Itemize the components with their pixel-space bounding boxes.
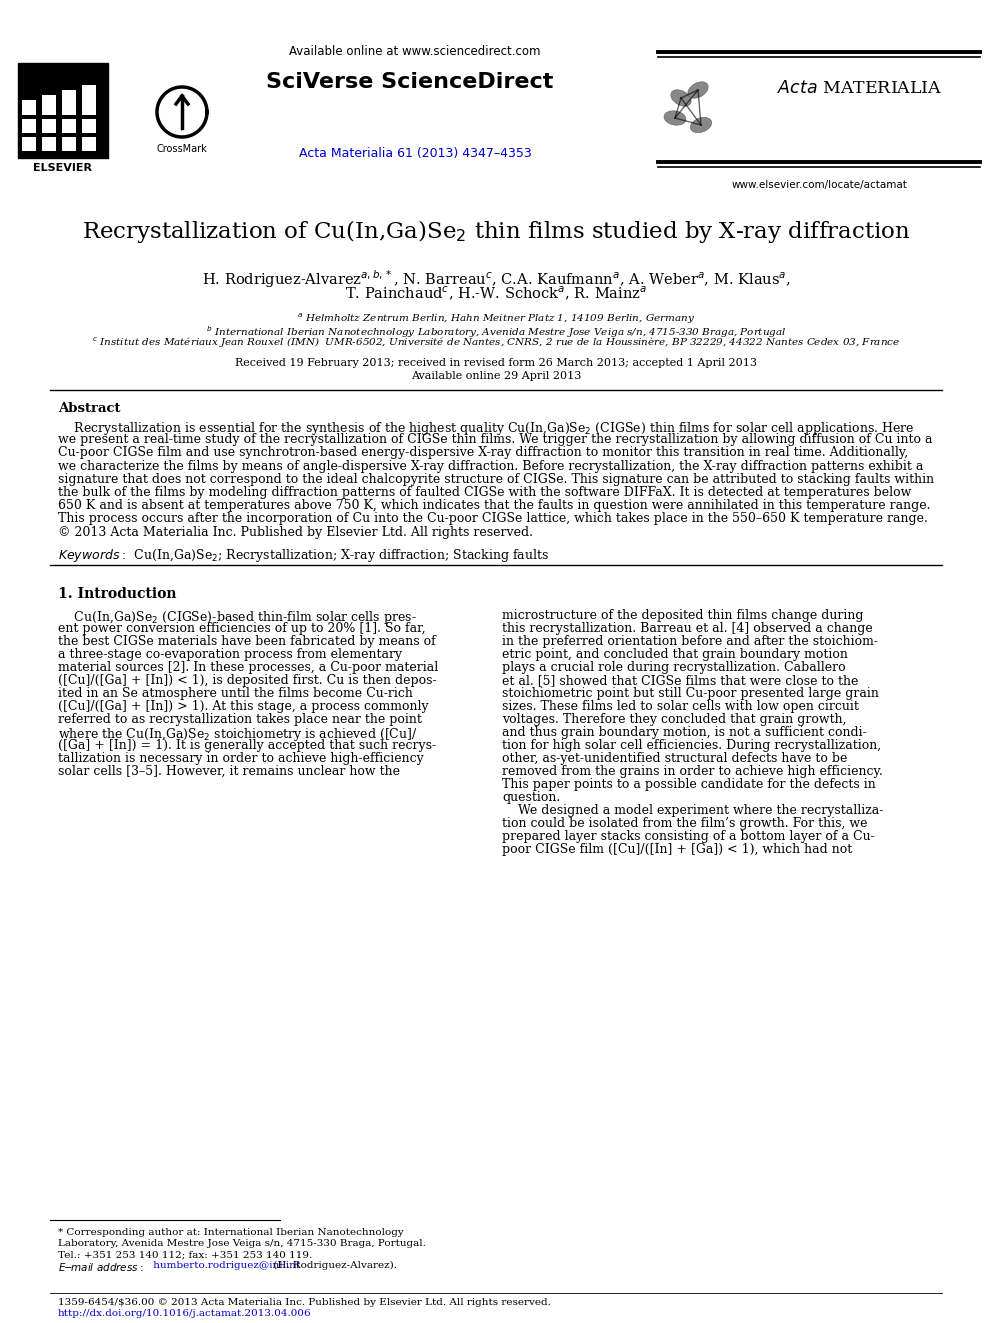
Text: (H. Rodriguez-Alvarez).: (H. Rodriguez-Alvarez). [270, 1261, 397, 1270]
Text: This process occurs after the incorporation of Cu into the Cu-poor CIGSe lattice: This process occurs after the incorporat… [58, 512, 928, 525]
Text: http://dx.doi.org/10.1016/j.actamat.2013.04.006: http://dx.doi.org/10.1016/j.actamat.2013… [58, 1308, 311, 1318]
Text: etric point, and concluded that grain boundary motion: etric point, and concluded that grain bo… [502, 648, 848, 660]
Text: sizes. These films led to solar cells with low open circuit: sizes. These films led to solar cells wi… [502, 700, 859, 713]
Bar [22, 134, 106, 138]
Text: Received 19 February 2013; received in revised form 26 March 2013; accepted 1 Ap: Received 19 February 2013; received in r… [235, 359, 757, 368]
Text: referred to as recrystallization takes place near the point: referred to as recrystallization takes p… [58, 713, 422, 726]
Text: Available online 29 April 2013: Available online 29 April 2013 [411, 370, 581, 381]
Bar [82, 85, 96, 155]
Text: in the preferred orientation before and after the stoichiom-: in the preferred orientation before and … [502, 635, 878, 648]
Bar [62, 90, 76, 155]
Text: ent power conversion efficiencies of up to 20% [1]. So far,: ent power conversion efficiencies of up … [58, 622, 426, 635]
Bar [22, 101, 36, 155]
Text: Recrystallization of Cu(In,Ga)Se$_2$ thin films studied by X-ray diffraction: Recrystallization of Cu(In,Ga)Se$_2$ thi… [82, 218, 910, 245]
Text: we present a real-time study of the recrystallization of CIGSe thin films. We tr: we present a real-time study of the recr… [58, 433, 932, 446]
Text: ited in an Se atmosphere until the films become Cu-rich: ited in an Se atmosphere until the films… [58, 687, 413, 700]
Text: ([Cu]/([Ga] + [In]) < 1), is deposited first. Cu is then depos-: ([Cu]/([Ga] + [In]) < 1), is deposited f… [58, 673, 436, 687]
Text: Cu(In,Ga)Se$_2$ (CIGSe)-based thin-film solar cells pres-: Cu(In,Ga)Se$_2$ (CIGSe)-based thin-film … [58, 609, 417, 626]
Text: a three-stage co-evaporation process from elementary: a three-stage co-evaporation process fro… [58, 648, 402, 660]
Text: et al. [5] showed that CIGSe films that were close to the: et al. [5] showed that CIGSe films that … [502, 673, 858, 687]
Text: prepared layer stacks consisting of a bottom layer of a Cu-: prepared layer stacks consisting of a bo… [502, 830, 875, 843]
Text: © 2013 Acta Materialia Inc. Published by Elsevier Ltd. All rights reserved.: © 2013 Acta Materialia Inc. Published by… [58, 525, 533, 538]
Text: SciVerse ScienceDirect: SciVerse ScienceDirect [266, 71, 554, 93]
Text: removed from the grains in order to achieve high efficiency.: removed from the grains in order to achi… [502, 765, 883, 778]
Text: 1359-6454/$36.00 © 2013 Acta Materialia Inc. Published by Elsevier Ltd. All righ: 1359-6454/$36.00 © 2013 Acta Materialia … [58, 1298, 551, 1307]
Text: we characterize the films by means of angle-dispersive X-ray diffraction. Before: we characterize the films by means of an… [58, 459, 924, 472]
Text: ELSEVIER: ELSEVIER [34, 163, 92, 173]
Text: ([Cu]/([Ga] + [In]) > 1). At this stage, a process commonly: ([Cu]/([Ga] + [In]) > 1). At this stage,… [58, 700, 429, 713]
Text: 650 K and is absent at temperatures above 750 K, which indicates that the faults: 650 K and is absent at temperatures abov… [58, 499, 930, 512]
Text: $^a$ Helmholtz Zentrum Berlin, Hahn Meitner Platz 1, 14109 Berlin, Germany: $^a$ Helmholtz Zentrum Berlin, Hahn Meit… [297, 312, 695, 327]
Text: This paper points to a possible candidate for the defects in: This paper points to a possible candidat… [502, 778, 876, 791]
Text: Cu-poor CIGSe film and use synchrotron-based energy-dispersive X-ray diffraction: Cu-poor CIGSe film and use synchrotron-b… [58, 446, 909, 459]
Text: T. Painchaud$^c$, H.-W. Schock$^a$, R. Mainz$^a$: T. Painchaud$^c$, H.-W. Schock$^a$, R. M… [345, 284, 647, 303]
Bar [22, 151, 106, 155]
Ellipse shape [687, 82, 708, 98]
Text: Acta Materialia 61 (2013) 4347–4353: Acta Materialia 61 (2013) 4347–4353 [299, 147, 532, 160]
Ellipse shape [664, 111, 685, 126]
Text: stoichiometric point but still Cu-poor presented large grain: stoichiometric point but still Cu-poor p… [502, 687, 879, 700]
Text: solar cells [3–5]. However, it remains unclear how the: solar cells [3–5]. However, it remains u… [58, 765, 400, 778]
Text: question.: question. [502, 791, 560, 804]
Text: where the Cu(In,Ga)Se$_2$ stoichiometry is achieved ([Cu]/: where the Cu(In,Ga)Se$_2$ stoichiometry … [58, 726, 418, 742]
Text: tion could be isolated from the film’s growth. For this, we: tion could be isolated from the film’s g… [502, 816, 867, 830]
Text: $^c$ Institut des Matériaux Jean Rouxel (IMN)  UMR-6502, Université de Nantes, C: $^c$ Institut des Matériaux Jean Rouxel … [92, 336, 900, 351]
Text: H. Rodriguez-Alvarez$^{a,b,*}$, N. Barreau$^c$, C.A. Kaufmann$^a$, A. Weber$^a$,: H. Rodriguez-Alvarez$^{a,b,*}$, N. Barre… [201, 269, 791, 290]
Text: * Corresponding author at: International Iberian Nanotechnology: * Corresponding author at: International… [58, 1228, 404, 1237]
Text: this recrystallization. Barreau et al. [4] observed a change: this recrystallization. Barreau et al. [… [502, 622, 873, 635]
Bar [42, 95, 56, 155]
Text: signature that does not correspond to the ideal chalcopyrite structure of CIGSe.: signature that does not correspond to th… [58, 472, 934, 486]
Text: Available online at www.sciencedirect.com: Available online at www.sciencedirect.co… [290, 45, 541, 58]
Text: poor CIGSe film ([Cu]/([In] + [Ga]) < 1), which had not: poor CIGSe film ([Cu]/([In] + [Ga]) < 1)… [502, 843, 852, 856]
Ellipse shape [690, 118, 711, 132]
Text: the bulk of the films by modeling diffraction patterns of faulted CIGSe with the: the bulk of the films by modeling diffra… [58, 486, 912, 499]
Text: $^b$ International Iberian Nanotechnology Laboratory, Avenida Mestre Jose Veiga : $^b$ International Iberian Nanotechnolog… [205, 324, 787, 340]
Text: $\mathit{Keywords:}$: $\mathit{Keywords:}$ [58, 546, 126, 564]
Text: other, as-yet-unidentified structural defects have to be: other, as-yet-unidentified structural de… [502, 751, 847, 765]
Text: material sources [2]. In these processes, a Cu-poor material: material sources [2]. In these processes… [58, 660, 438, 673]
Text: Laboratory, Avenida Mestre Jose Veiga s/n, 4715-330 Braga, Portugal.: Laboratory, Avenida Mestre Jose Veiga s/… [58, 1240, 426, 1248]
Text: voltages. Therefore they concluded that grain growth,: voltages. Therefore they concluded that … [502, 713, 846, 726]
Text: tion for high solar cell efficiencies. During recrystallization,: tion for high solar cell efficiencies. D… [502, 738, 881, 751]
Text: CrossMark: CrossMark [157, 144, 207, 153]
Text: plays a crucial role during recrystallization. Caballero: plays a crucial role during recrystalliz… [502, 660, 845, 673]
Text: microstructure of the deposited thin films change during: microstructure of the deposited thin fil… [502, 609, 863, 622]
Text: $\mathit{Acta}$ MATERIALIA: $\mathit{Acta}$ MATERIALIA [777, 79, 942, 97]
Text: humberto.rodriguez@inl.int: humberto.rodriguez@inl.int [150, 1261, 301, 1270]
Text: and thus grain boundary motion, is not a sufficient condi-: and thus grain boundary motion, is not a… [502, 726, 867, 738]
Text: tallization is necessary in order to achieve high-efficiency: tallization is necessary in order to ach… [58, 751, 424, 765]
Text: Cu(In,Ga)Se$_2$; Recrystallization; X-ray diffraction; Stacking faults: Cu(In,Ga)Se$_2$; Recrystallization; X-ra… [130, 546, 549, 564]
Text: the best CIGSe materials have been fabricated by means of: the best CIGSe materials have been fabri… [58, 635, 435, 648]
Text: www.elsevier.com/locate/actamat: www.elsevier.com/locate/actamat [732, 180, 908, 191]
Text: Abstract: Abstract [58, 402, 120, 415]
Text: We designed a model experiment where the recrystalliza-: We designed a model experiment where the… [502, 804, 883, 816]
Bar [18, 64, 108, 157]
Text: Recrystallization is essential for the synthesis of the highest quality Cu(In,Ga: Recrystallization is essential for the s… [58, 419, 915, 437]
Text: Tel.: +351 253 140 112; fax: +351 253 140 119.: Tel.: +351 253 140 112; fax: +351 253 14… [58, 1250, 312, 1259]
Text: 1. Introduction: 1. Introduction [58, 587, 177, 601]
Ellipse shape [671, 90, 691, 106]
Bar [22, 115, 106, 119]
Text: ([Ga] + [In]) = 1). It is generally accepted that such recrys-: ([Ga] + [In]) = 1). It is generally acce… [58, 738, 436, 751]
Text: $\mathit{E\!\!-\!\!mail\ address:}$: $\mathit{E\!\!-\!\!mail\ address:}$ [58, 1261, 144, 1273]
